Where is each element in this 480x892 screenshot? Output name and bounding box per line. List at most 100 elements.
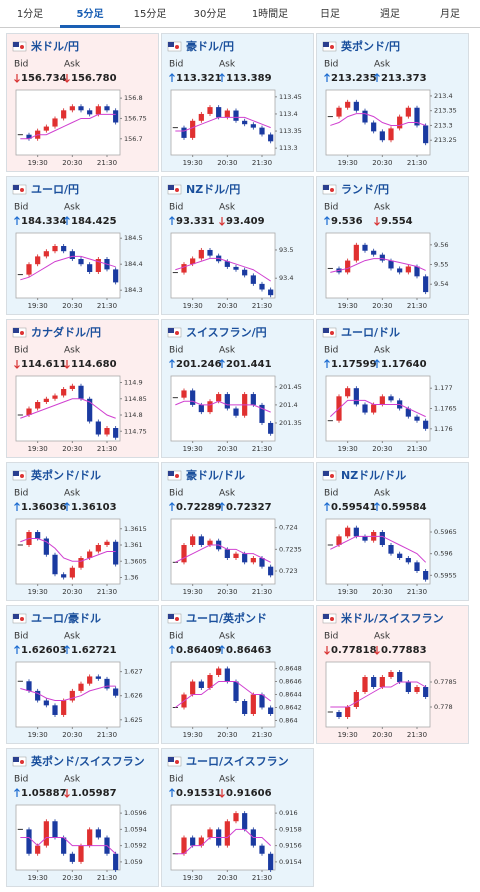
candle xyxy=(268,853,274,870)
trend-arrow xyxy=(374,502,380,511)
ask-value: 156.780 xyxy=(71,73,117,84)
candle xyxy=(207,540,213,545)
ask-value: 0.86463 xyxy=(226,645,272,656)
candle xyxy=(388,260,394,269)
tab[interactable]: 1分足 xyxy=(17,8,43,20)
candle xyxy=(397,672,403,682)
ask-label: Ask xyxy=(219,632,236,642)
candle xyxy=(87,398,93,422)
candle xyxy=(52,118,58,127)
candle xyxy=(43,700,49,706)
x-tick-label: 20:30 xyxy=(217,874,237,882)
bid-value: 1.17599 xyxy=(331,359,377,370)
x-tick-label: 21:30 xyxy=(252,588,272,596)
bid-value: 113.321 xyxy=(176,73,222,84)
flag-part xyxy=(20,474,24,478)
y-tick-label: 0.5965 xyxy=(434,528,457,536)
candle xyxy=(268,422,274,434)
bid-label: Bid xyxy=(169,632,183,642)
candle xyxy=(61,700,67,715)
candle xyxy=(61,246,67,252)
tab[interactable]: 月足 xyxy=(440,8,460,20)
tab[interactable]: 日足 xyxy=(320,8,340,20)
tab[interactable]: 週足 xyxy=(380,8,400,20)
candle xyxy=(198,113,204,121)
bid-label: Bid xyxy=(169,489,183,499)
flag-part xyxy=(330,45,334,49)
candle xyxy=(397,553,403,558)
flag-part xyxy=(175,474,179,478)
bid-label: Bid xyxy=(14,203,28,213)
flag-part xyxy=(330,474,334,478)
candle xyxy=(43,126,49,131)
y-tick-label: 0.723 xyxy=(279,567,298,575)
bid-value: 156.734 xyxy=(21,73,67,84)
moving-average xyxy=(175,257,271,282)
candle xyxy=(190,120,196,138)
candle xyxy=(95,259,101,272)
bid-value: 0.59541 xyxy=(331,502,377,513)
y-tick-label: 1.3605 xyxy=(124,557,147,565)
ask-value: 0.59584 xyxy=(381,502,427,513)
ask-label: Ask xyxy=(374,346,391,356)
trend-arrow xyxy=(64,360,70,369)
trend-arrow xyxy=(14,502,20,511)
x-tick-label: 20:30 xyxy=(62,302,82,310)
pair-title: 英ポンド/ドル xyxy=(30,468,101,482)
x-tick-label: 21:30 xyxy=(97,874,117,882)
y-tick-label: 114.8 xyxy=(124,411,143,419)
bid-value: 9.536 xyxy=(331,216,363,227)
trend-arrow xyxy=(64,502,70,511)
x-tick-label: 19:30 xyxy=(338,302,358,310)
y-tick-label: 201.45 xyxy=(279,383,302,391)
candle xyxy=(233,110,239,121)
ask-value: 114.680 xyxy=(71,359,117,370)
candle xyxy=(207,249,213,256)
y-tick-label: 93.4 xyxy=(279,274,293,282)
x-tick-label: 21:30 xyxy=(252,445,272,453)
ask-label: Ask xyxy=(219,775,236,785)
flag-part xyxy=(168,471,174,476)
candle xyxy=(242,269,248,276)
candle xyxy=(95,829,101,838)
ask-value: 93.409 xyxy=(226,216,265,227)
y-tick-label: 1.625 xyxy=(124,716,143,724)
candle xyxy=(224,821,230,846)
tab[interactable]: 5分足 xyxy=(77,7,105,20)
flag-part xyxy=(20,331,24,335)
candle xyxy=(224,549,230,558)
chart-area xyxy=(15,375,121,442)
tab[interactable]: 1時間足 xyxy=(252,8,288,20)
y-tick-label: 0.9156 xyxy=(279,842,302,850)
y-tick-label: 1.0596 xyxy=(124,809,147,817)
trend-arrow xyxy=(374,73,380,82)
tab[interactable]: 30分足 xyxy=(194,8,227,20)
pair-title: ランド/円 xyxy=(341,183,389,196)
candle xyxy=(423,687,429,697)
candle xyxy=(371,122,377,132)
candle xyxy=(198,536,204,545)
y-tick-label: 1.177 xyxy=(434,384,453,392)
candle xyxy=(268,566,274,576)
tab[interactable]: 15分足 xyxy=(134,8,167,20)
candle xyxy=(104,106,110,111)
candle xyxy=(345,388,351,397)
candle xyxy=(259,404,265,423)
